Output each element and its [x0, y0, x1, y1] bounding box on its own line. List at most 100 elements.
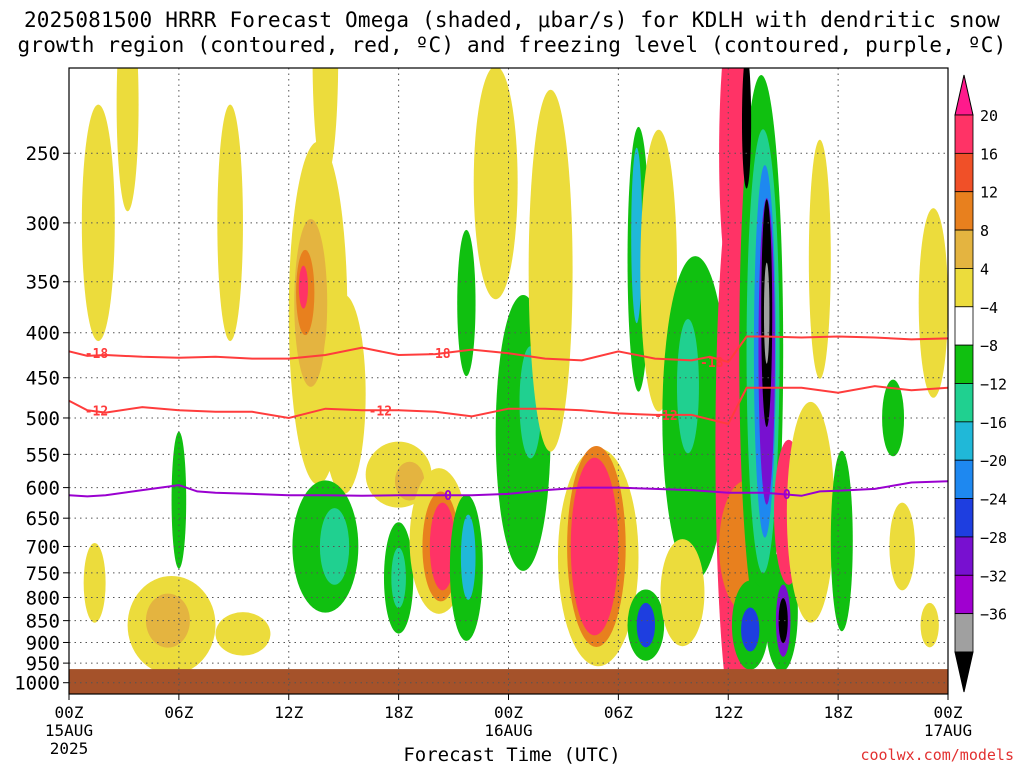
colorbar-label: 8 — [980, 222, 989, 240]
omega-cell — [808, 139, 831, 379]
y-tick-label: 400 — [26, 323, 60, 345]
omega-cell — [473, 68, 518, 300]
x-tick-label: 06Z — [164, 703, 193, 722]
x-tick-label: 18Z — [384, 703, 413, 722]
y-tick-label: 800 — [26, 587, 60, 609]
y-tick-label: 350 — [26, 272, 60, 294]
colorbar-label: −28 — [980, 529, 1007, 547]
colorbar-cell — [954, 114, 974, 154]
y-tick-label: 650 — [26, 508, 60, 530]
x-tick-date: 17AUG — [924, 721, 972, 740]
omega-cell — [528, 89, 573, 452]
colorbar-label: −24 — [980, 491, 1007, 509]
omega-cell — [660, 539, 705, 647]
colorbar-bottom-triangle — [954, 651, 974, 693]
x-tick-label: 12Z — [274, 703, 303, 722]
omega-cell — [116, 68, 139, 212]
contour-label: -12 — [369, 404, 392, 419]
contour-label: 0 — [444, 489, 452, 504]
x-tick-label: 06Z — [604, 703, 633, 722]
colorbar-cell — [954, 574, 974, 615]
colorbar-cell — [954, 191, 974, 231]
omega-cell — [741, 607, 760, 652]
y-tick-label: 600 — [26, 478, 60, 500]
x-tick-date: 15AUG — [45, 721, 93, 740]
y-tick-label: 450 — [26, 368, 60, 390]
omega-cell — [920, 602, 939, 648]
contour-0 — [69, 480, 948, 498]
colorbar-label: −20 — [980, 452, 1007, 470]
omega-cell — [391, 547, 406, 609]
colorbar-cell — [954, 421, 974, 461]
y-tick-label: 300 — [26, 213, 60, 235]
colorbar-label: −36 — [980, 606, 1007, 624]
contours — [69, 335, 948, 498]
omega-cell — [786, 401, 835, 623]
omega-cell — [631, 147, 643, 324]
omega-cell — [171, 431, 187, 569]
y-tick-label: 550 — [26, 444, 60, 466]
chart-title-line2: growth region (contoured, red, ºC) and f… — [17, 33, 1007, 57]
x-tick-date: 16AUG — [484, 721, 532, 740]
colorbar-label: 16 — [980, 145, 998, 163]
contour-label: -18 — [85, 347, 109, 362]
y-tick-label: 250 — [26, 143, 60, 165]
contour-label: 0 — [783, 488, 791, 503]
x-tick-label: 18Z — [824, 703, 853, 722]
colorbar-top-triangle — [954, 74, 974, 116]
x-tick-year: 2025 — [50, 739, 89, 758]
y-tick-label: 500 — [26, 408, 60, 430]
omega-cell — [321, 294, 366, 495]
colorbar-cell — [954, 152, 974, 193]
y-tick-label: 900 — [26, 632, 60, 654]
omega-cell — [298, 265, 308, 309]
omega-cell — [778, 598, 788, 644]
credit-text: coolwx.com/models — [860, 746, 1014, 764]
colorbar-label: 20 — [980, 107, 998, 125]
contour-label: -12 — [654, 409, 677, 424]
contour--12 — [69, 385, 948, 426]
omega-cell — [882, 379, 905, 457]
contour--18 — [69, 335, 948, 364]
omega-cell — [830, 450, 853, 632]
colorbar-label: 4 — [980, 260, 989, 278]
omega-cell — [394, 461, 425, 501]
omega-cell — [81, 104, 115, 342]
colorbar-cell — [954, 383, 974, 423]
colorbar-label: −32 — [980, 567, 1007, 585]
x-tick-label: 12Z — [714, 703, 743, 722]
x-tick-label: 00Z — [55, 703, 84, 722]
omega-cell — [460, 514, 476, 600]
omega-cell — [889, 502, 916, 591]
omega-cell — [83, 543, 106, 623]
omega-cell — [457, 229, 476, 377]
colorbar: 20 16 12 8 4 −4 −8 −12 −16 −20 −24 −28 −32 −36 — [954, 74, 1007, 693]
omega-cell — [636, 602, 655, 648]
grid — [68, 68, 949, 694]
y-tick-label: 1000 — [14, 673, 60, 695]
omega-cell — [741, 68, 752, 189]
colorbar-label: −4 — [980, 299, 998, 317]
y-axis: 2503003504004505005506006507007508008509… — [14, 143, 69, 695]
chart-title-line1: 2025081500 HRRR Forecast Omega (shaded, … — [23, 8, 1001, 32]
colorbar-cell — [954, 229, 974, 269]
y-tick-label: 750 — [26, 563, 60, 585]
colorbar-cell — [954, 613, 974, 653]
omega-cell — [215, 612, 271, 656]
colorbar-label: 12 — [980, 184, 998, 202]
omega-cell — [312, 68, 339, 180]
omega-cell — [319, 508, 350, 585]
omega-cell — [918, 208, 948, 398]
x-tick-label: 00Z — [934, 703, 963, 722]
omega-cell — [676, 319, 699, 454]
contour-label: -18 — [427, 347, 451, 362]
colorbar-cell — [954, 459, 974, 499]
colorbar-cell — [954, 498, 974, 538]
x-axis-label: Forecast Time (UTC) — [403, 744, 621, 766]
omega-shading — [81, 68, 948, 694]
colorbar-label: −8 — [980, 337, 998, 355]
omega-cell — [429, 502, 456, 591]
y-tick-label: 700 — [26, 536, 60, 558]
